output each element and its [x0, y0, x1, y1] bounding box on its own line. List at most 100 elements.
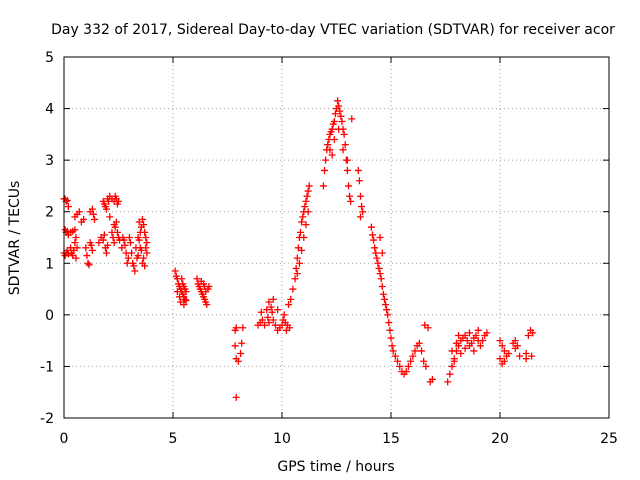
- data-point: [385, 319, 393, 327]
- data-point: [468, 339, 476, 347]
- data-point: [111, 223, 119, 231]
- data-point: [203, 301, 211, 309]
- data-point: [75, 208, 83, 216]
- data-point: [498, 342, 506, 350]
- data-points: [60, 97, 537, 401]
- data-point: [269, 316, 277, 324]
- data-point: [143, 249, 151, 257]
- data-point: [446, 370, 454, 378]
- data-point: [297, 228, 305, 236]
- data-point: [89, 210, 97, 218]
- data-point: [128, 249, 136, 257]
- data-point: [463, 337, 471, 345]
- data-point: [237, 350, 245, 358]
- y-tick-label: 5: [45, 50, 54, 66]
- data-point: [348, 115, 356, 123]
- data-point: [88, 205, 96, 213]
- data-point: [257, 308, 265, 316]
- data-point: [476, 342, 484, 350]
- data-point: [239, 324, 247, 332]
- data-point: [271, 321, 279, 329]
- data-point: [372, 249, 380, 257]
- data-point: [448, 362, 456, 370]
- data-point: [141, 262, 149, 270]
- data-point: [84, 259, 92, 267]
- data-point: [142, 234, 150, 241]
- data-point: [115, 197, 122, 205]
- data-point: [409, 352, 417, 360]
- data-point: [301, 203, 309, 211]
- data-point: [470, 347, 478, 355]
- data-point: [280, 311, 288, 319]
- data-point: [88, 246, 96, 254]
- data-point: [479, 337, 487, 345]
- data-point: [444, 378, 452, 386]
- data-point: [141, 228, 149, 236]
- axis-layer: 0 5 10 15 20 25 -2 -1 0 1 2 3 4 5: [40, 50, 618, 447]
- y-tick-label: 1: [45, 256, 54, 272]
- data-point: [85, 261, 93, 269]
- data-point: [378, 282, 386, 290]
- data-point: [285, 301, 293, 309]
- data-point: [336, 107, 344, 115]
- x-tick-label: 0: [60, 431, 69, 447]
- data-point: [402, 368, 410, 376]
- data-point: [338, 117, 346, 125]
- x-tick-label: 20: [491, 431, 509, 447]
- data-point: [328, 125, 336, 133]
- data-point: [91, 215, 99, 223]
- data-point: [334, 97, 342, 105]
- data-point: [202, 288, 210, 296]
- data-point: [176, 293, 184, 301]
- data-point: [135, 218, 143, 226]
- data-point: [265, 298, 273, 306]
- data-point: [71, 226, 79, 234]
- data-point: [386, 326, 394, 334]
- data-point: [130, 262, 138, 270]
- data-point: [72, 234, 80, 241]
- data-point: [291, 275, 299, 283]
- data-point: [337, 112, 345, 120]
- plot-frame: [63, 56, 610, 419]
- x-tick-label: 15: [382, 431, 400, 447]
- data-point: [376, 234, 384, 241]
- data-point: [304, 187, 312, 195]
- data-point: [343, 156, 351, 164]
- data-point: [182, 296, 190, 304]
- data-point: [448, 347, 456, 355]
- data-point: [371, 244, 379, 252]
- data-point: [232, 393, 240, 401]
- data-point: [135, 236, 143, 244]
- data-point: [496, 337, 504, 345]
- data-point: [110, 239, 118, 247]
- data-point: [367, 223, 375, 231]
- data-point: [358, 203, 366, 211]
- data-point: [231, 342, 239, 350]
- data-point: [181, 295, 189, 303]
- data-point: [418, 347, 426, 355]
- data-point: [324, 141, 332, 149]
- data-point: [326, 146, 334, 154]
- data-point: [370, 236, 378, 244]
- data-point: [267, 303, 275, 311]
- data-point: [383, 306, 391, 314]
- data-point: [180, 301, 188, 309]
- data-point: [347, 197, 355, 205]
- y-tick-label: 2: [45, 205, 54, 221]
- data-point: [411, 347, 419, 355]
- data-point: [513, 342, 521, 350]
- data-point: [452, 339, 460, 347]
- data-point: [126, 239, 134, 247]
- data-point: [120, 236, 128, 244]
- data-point: [359, 208, 367, 216]
- data-point: [457, 350, 465, 358]
- data-point: [238, 339, 246, 347]
- data-point: [472, 331, 480, 339]
- data-point: [265, 319, 273, 327]
- data-point: [382, 301, 390, 309]
- data-point: [377, 275, 385, 283]
- data-point: [201, 282, 209, 290]
- data-point: [289, 285, 297, 293]
- data-point: [134, 252, 142, 260]
- data-point: [298, 246, 306, 254]
